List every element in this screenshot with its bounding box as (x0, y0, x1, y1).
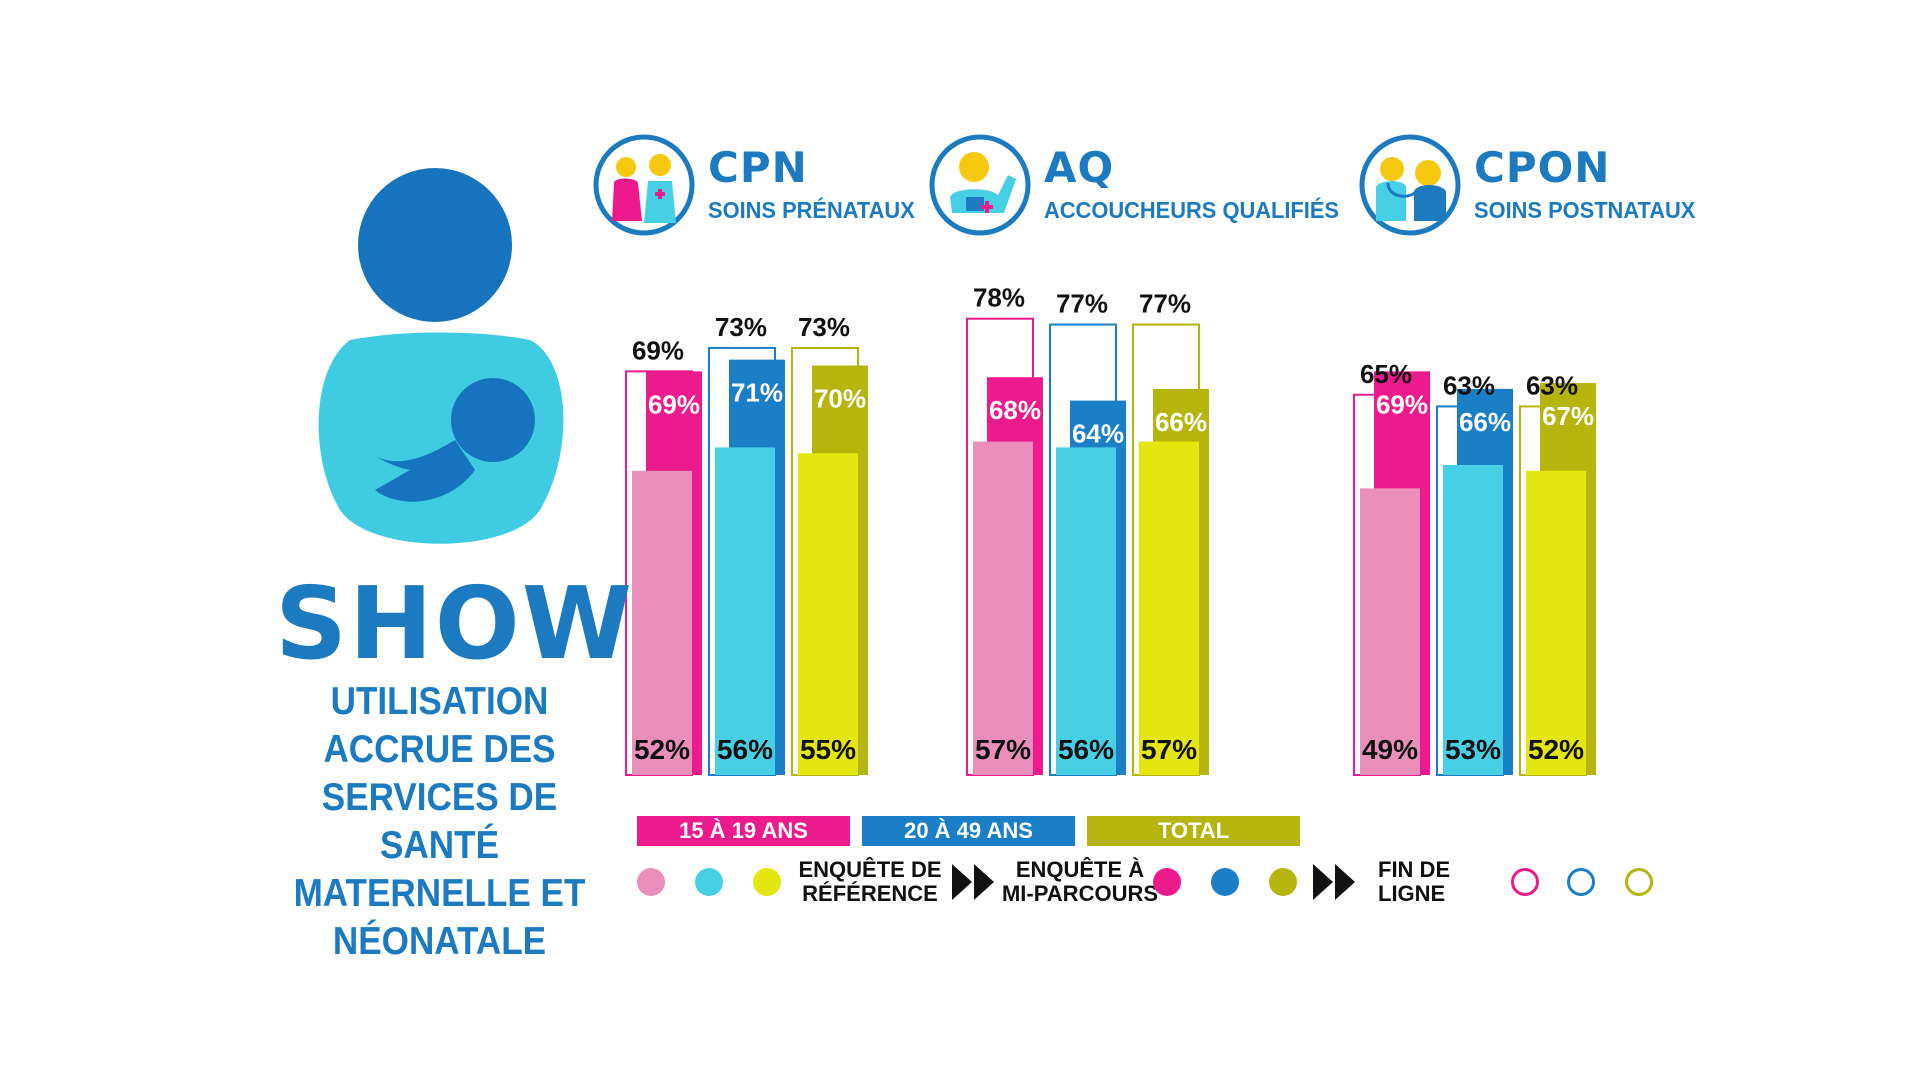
arrow-icon (952, 864, 996, 900)
legend-label-baseline: ENQUÊTE DE RÉFÉRENCE (798, 857, 942, 906)
data-label-baseline: 56% (717, 734, 773, 765)
arrow-icon (1313, 864, 1357, 900)
bar-baseline (1526, 470, 1586, 775)
data-label-baseline: 56% (1058, 734, 1114, 765)
legend-dot-midterm-20-49 (1211, 868, 1239, 896)
data-label-midterm: 71% (731, 378, 783, 408)
legend-dot-midterm-total (1269, 868, 1297, 896)
service-cpn: CPN SOINS PRÉNATAUX (592, 133, 926, 237)
bar-baseline (632, 470, 692, 775)
legend-dot-endline-total (1625, 868, 1653, 896)
legend-label-midterm: ENQUÊTE À MI-PARCOURS (1001, 857, 1159, 906)
legend-dot-baseline-15-19 (637, 868, 665, 896)
data-label-endline: 78% (973, 283, 1025, 313)
legend-dot-midterm-15-19 (1153, 868, 1181, 896)
service-cpon: CPON SOINS POSTNATAUX (1358, 133, 1707, 237)
data-label-endline: 69% (632, 335, 684, 365)
data-label-midterm: 64% (1072, 419, 1124, 449)
bar-baseline (1443, 464, 1503, 775)
data-label-midterm: 68% (989, 395, 1041, 425)
data-label-endline: 63% (1526, 370, 1578, 400)
data-label-endline: 73% (798, 312, 850, 342)
data-label-midterm: 70% (814, 384, 866, 414)
data-label-endline: 77% (1056, 289, 1108, 319)
service-name: ACCOUCHEURS QUALIFIÉS (1044, 197, 1339, 223)
bar-baseline (798, 453, 858, 775)
data-label-baseline: 52% (1528, 734, 1584, 765)
data-label-midterm: 69% (1376, 389, 1428, 419)
service-name: SOINS POSTNATAUX (1474, 197, 1696, 223)
doctor-with-stethoscope-icon (1359, 134, 1461, 236)
pregnant-woman-and-nurse-icon (593, 134, 695, 236)
data-label-baseline: 49% (1362, 734, 1418, 765)
data-label-baseline: 55% (800, 734, 856, 765)
data-label-baseline: 52% (634, 734, 690, 765)
legend-age-15-19: 15 À 19 ANS (637, 816, 850, 846)
skilled-birth-attendant-icon (929, 134, 1031, 236)
bar-baseline (715, 447, 775, 775)
legend-dot-endline-15-19 (1511, 868, 1539, 896)
service-abbr: CPN (708, 143, 808, 192)
legend-total: TOTAL (1087, 816, 1300, 846)
data-label-endline: 77% (1139, 289, 1191, 319)
service-abbr: AQ (1044, 143, 1115, 192)
data-label-endline: 65% (1360, 359, 1412, 389)
service-name: SOINS PRÉNATAUX (708, 197, 915, 223)
legend-dot-baseline-20-49 (695, 868, 723, 896)
data-label-baseline: 53% (1445, 734, 1501, 765)
legend-label-endline: FIN DE LIGNE (1378, 857, 1451, 906)
data-label-baseline: 57% (1141, 734, 1197, 765)
breastfeeding-mother-icon (318, 168, 564, 544)
data-label-baseline: 57% (975, 734, 1031, 765)
data-label-midterm: 69% (648, 389, 700, 419)
data-label-midterm: 66% (1459, 407, 1511, 437)
legend-age-20-49: 20 À 49 ANS (862, 816, 1075, 846)
bar-baseline (1360, 488, 1420, 775)
service-abbr: CPON (1474, 143, 1611, 192)
data-label-midterm: 66% (1155, 407, 1207, 437)
brand-subtitle: UTILISATION ACCRUE DES SERVICES DE SANTÉ… (293, 680, 586, 963)
brand-title: SHOW (275, 565, 635, 682)
data-label-endline: 73% (715, 312, 767, 342)
bar-baseline (973, 441, 1033, 775)
legend-dot-endline-20-49 (1567, 868, 1595, 896)
legend-dot-baseline-total (753, 868, 781, 896)
bar-baseline (1139, 441, 1199, 775)
service-aq: AQ ACCOUCHEURS QUALIFIÉS (928, 133, 1355, 237)
data-label-endline: 63% (1443, 370, 1495, 400)
data-label-midterm: 67% (1542, 401, 1594, 431)
bar-baseline (1056, 447, 1116, 775)
